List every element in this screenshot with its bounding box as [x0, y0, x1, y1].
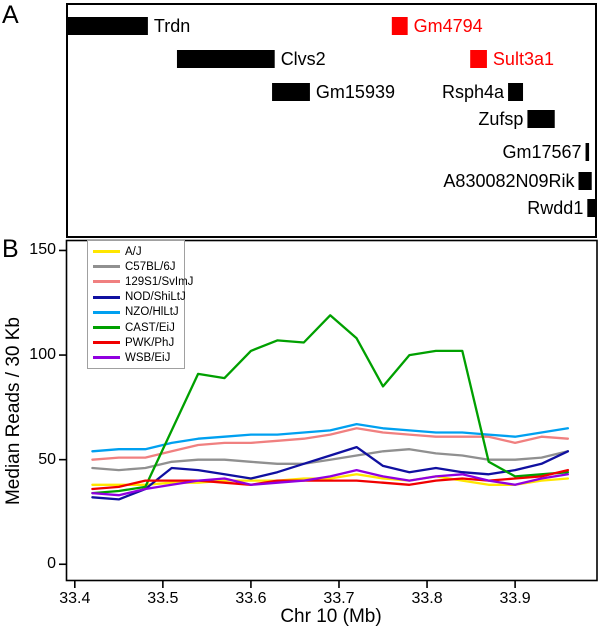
x-tick-label: 33.4 [59, 590, 91, 607]
legend-label-nzo-hlltj: NZO/HlLtJ [125, 306, 179, 319]
y-tick-label: 50 [38, 450, 56, 468]
y-tick-label: 100 [29, 346, 56, 364]
gene-label-clvs2: Clvs2 [280, 49, 326, 69]
legend-item-129s1-svimj: 129S1/SvImJ [88, 274, 193, 289]
panel-b-box [65, 239, 598, 582]
legend-swatch-pwk-phj [93, 341, 120, 345]
gene-label-rwdd1: Rwdd1 [527, 198, 584, 218]
series-line-a-j [91, 473, 570, 486]
legend-item-cast-eij: CAST/EiJ [88, 320, 184, 335]
legend-label-cast-eij: CAST/EiJ [125, 321, 175, 334]
legend-item-nod-shiltj: NOD/ShiLtJ [88, 290, 186, 305]
panel-a-label: A [2, 1, 19, 29]
panel-a-gene-track [66, 3, 597, 238]
legend-item-a-j: A/J [88, 244, 184, 259]
x-tick-label: 33.5 [147, 590, 179, 607]
gene-bar-gm4794 [391, 17, 408, 35]
gene-label-rsph4a: Rsph4a [442, 82, 505, 102]
legend-swatch-nzo-hlltj [93, 310, 120, 314]
gene-bar-trdn [66, 17, 148, 35]
panel-a-box [66, 3, 597, 238]
y-tick-label: 0 [47, 555, 56, 573]
x-tick-label: 33.7 [323, 590, 355, 607]
series-line-cast-eij [91, 314, 570, 495]
gene-label-gm4794: Gm4794 [413, 16, 483, 36]
legend-label-a-j: A/J [125, 245, 142, 258]
y-tick-label: 150 [29, 241, 56, 259]
x-tick-label: 33.8 [411, 590, 443, 607]
legend-label-nod-shiltj: NOD/ShiLtJ [125, 291, 186, 304]
legend-item-pwk-phj: PWK/PhJ [88, 335, 184, 350]
panel-b-label: B [2, 235, 19, 263]
gene-bar-clvs2 [176, 50, 275, 68]
legend-swatch-129s1-svimj [93, 280, 120, 284]
legend-label-pwk-phj: PWK/PhJ [125, 336, 175, 349]
legend-label-wsb-eij: WSB/EiJ [125, 351, 171, 364]
legend-swatch-nod-shiltj [93, 295, 120, 299]
gene-label-zufsp: Zufsp [478, 109, 524, 129]
series-line-nzo-hlltj [91, 422, 570, 453]
gene-label-gm17567: Gm17567 [502, 142, 582, 162]
x-tick-label: 33.6 [235, 590, 267, 607]
gene-label-a830082n09rik: A830082N09Rik [443, 171, 575, 191]
panel-b-chart [59, 239, 598, 588]
legend-item-wsb-eij: WSB/EiJ [88, 350, 184, 365]
legend-item-c57bl-6j: C57BL/6J [88, 259, 184, 274]
gene-bar-zufsp [527, 110, 555, 128]
legend-swatch-a-j [93, 250, 120, 254]
legend-swatch-wsb-eij [93, 356, 120, 360]
legend-swatch-c57bl-6j [93, 265, 120, 269]
gene-label-gm15939: Gm15939 [315, 82, 395, 102]
legend-item-nzo-hlltj: NZO/HlLtJ [88, 305, 184, 320]
gene-bar-rwdd1 [587, 199, 597, 217]
gene-bar-sult3a1 [470, 50, 487, 68]
legend-label-c57bl-6j: C57BL/6J [125, 260, 176, 273]
gene-bar-gm17567 [585, 143, 590, 161]
gene-bar-rsph4a [508, 83, 524, 101]
gene-bar-a830082n09rik [578, 172, 592, 190]
legend-label-129s1-svimj: 129S1/SvImJ [125, 275, 194, 288]
gene-label-sult3a1: Sult3a1 [492, 49, 554, 69]
legend: A/J C57BL/6J 129S1/SvImJ NOD/ShiLtJ NZO/HlLt… [87, 240, 193, 369]
series-line-129s1-svimj [91, 427, 570, 461]
gene-label-trdn: Trdn [153, 16, 191, 36]
y-axis-title: Median Reads / 30 Kb [3, 317, 24, 506]
legend-swatch-cast-eij [93, 326, 120, 330]
x-axis-title: Chr 10 (Mb) [280, 606, 382, 627]
series-line-wsb-eij [91, 468, 570, 497]
x-tick-label: 33.9 [499, 590, 531, 607]
series-line-nod-shiltj [91, 445, 570, 501]
gene-bar-gm15939 [272, 83, 310, 101]
